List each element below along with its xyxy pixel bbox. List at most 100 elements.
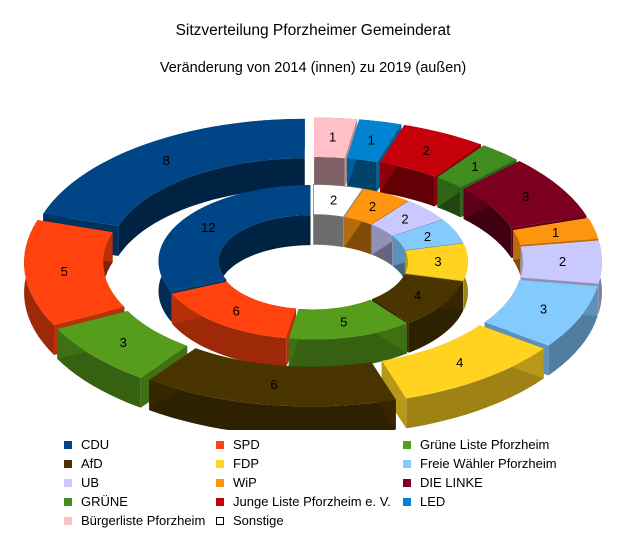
slice-2014-sonstige-top (313, 184, 364, 218)
legend-item-ub: UB (64, 475, 99, 490)
slice-2014-cdu-inner-wall (218, 215, 311, 310)
legend-label-cdu: CDU (81, 437, 110, 452)
slice-2014-spd-outer-wall (171, 293, 287, 369)
legend-label-junge-liste-pforzheim-e-v: Junge Liste Pforzheim e. V. (233, 494, 391, 509)
slice-2019-afd-outer-wall (149, 380, 396, 430)
slice-2019-cdu-top (43, 118, 305, 227)
slice-2014-ub-top (371, 201, 443, 236)
slice-2019-freie-wähler-pforzheim-value-label: 3 (540, 302, 547, 317)
legend-swatch-wip (216, 478, 224, 487)
legend-label-bürgerliste-pforzheim: Bürgerliste Pforzheim (81, 513, 206, 528)
slice-2019-wip-value-label: 1 (552, 225, 559, 240)
legend-swatch-afd (64, 459, 72, 468)
slice-2014-sonstige-inner-wall (313, 214, 344, 248)
legend-label-grüne: GRÜNE (81, 494, 128, 509)
chart-subtitle: Veränderung von 2014 (innen) zu 2019 (au… (159, 60, 467, 76)
slice-2019-bürgerliste-pforzheim-value-label: 1 (329, 130, 336, 145)
slice-2019-freie-wähler-pforzheim-outer-wall (548, 286, 598, 376)
slice-2019-freie-wähler-pforzheim-top (484, 280, 598, 346)
slice-2014-wip-value-label: 2 (369, 199, 376, 214)
legend-item-cdu: CDU (64, 437, 109, 452)
slice-2019-led-top (346, 119, 402, 162)
legend-label-die-linke: DIE LINKE (420, 475, 483, 490)
slice-2019-afd-top (149, 348, 396, 407)
slice-2019-fdp: 4 (381, 325, 544, 429)
legend-item-grüne: GRÜNE (64, 494, 128, 509)
slice-2014-freie-wähler-pforzheim-value-label: 2 (424, 229, 431, 244)
legend-label-wip: WiP (233, 475, 257, 490)
slice-2019-grüne-liste-pforzheim-value-label: 3 (120, 335, 127, 350)
legend-swatch-spd (216, 440, 224, 449)
slice-2014-grüne-liste-pforzheim: 5 (288, 299, 408, 370)
slice-2014-spd-value-label: 6 (233, 303, 240, 318)
legend-label-led: LED (420, 494, 446, 509)
legend-label-spd: SPD (233, 437, 260, 452)
slice-2014-ub-value-label: 2 (401, 212, 408, 227)
slice-2019-cdu-value-label: 8 (163, 153, 170, 168)
slice-2014-afd-top (372, 274, 463, 323)
legend-item-afd: AfD (64, 456, 103, 471)
slice-2019-spd-value-label: 5 (61, 264, 68, 279)
legend-label-fdp: FDP (233, 456, 259, 471)
slice-2019-grüne-liste-pforzheim: 3 (57, 311, 188, 408)
slice-2019-afd-value-label: 6 (270, 377, 277, 392)
legend-item-junge-liste-pforzheim-e-v: Junge Liste Pforzheim e. V. (216, 494, 391, 509)
legend-label-ub: UB (81, 475, 100, 490)
legend-item-sonstige: Sonstige (216, 513, 284, 528)
slice-2014-wip-top (344, 188, 408, 225)
legend-label-sonstige: Sonstige (233, 513, 284, 528)
legend-item-wip: WiP (216, 475, 257, 490)
legend-swatch-grüne (64, 497, 72, 506)
slice-2019-grüne-liste-pforzheim-top (57, 311, 188, 378)
legend-swatch-bürgerliste-pforzheim (64, 516, 72, 525)
slice-2019-grüne-value-label: 1 (471, 159, 478, 174)
legend-swatch-sonstige (216, 516, 224, 525)
chart-title: Sitzverteilung Pforzheimer Gemeinderat (175, 22, 451, 39)
legend-swatch-fdp (216, 459, 224, 468)
slice-2019-fdp-cap-1 (381, 360, 407, 429)
slice-2019-led-value-label: 1 (368, 133, 375, 148)
slice-2019-fdp-value-label: 4 (456, 355, 463, 370)
legend-swatch-freie-wähler-pforzheim (403, 459, 411, 468)
slice-2019-fdp-outer-wall (406, 348, 544, 429)
slice-2019-spd-top (24, 220, 125, 325)
slice-2019-bürgerliste-pforzheim: 1 (314, 117, 358, 189)
legend-swatch-die-linke (403, 478, 411, 487)
legend-item-grüne-liste-pforzheim: Grüne Liste Pforzheim (403, 437, 549, 452)
slice-2019-led-inner-wall (346, 158, 377, 192)
slice-2019-fdp-top (381, 325, 544, 399)
slice-2014-fdp-value-label: 3 (434, 254, 441, 269)
slice-2019-spd: 5 (24, 220, 125, 355)
legend-swatch-cdu (64, 440, 72, 449)
slice-2019-bürgerliste-pforzheim-top (314, 117, 358, 159)
slice-2019-bürgerliste-pforzheim-inner-wall (314, 157, 345, 189)
legend-item-spd: SPD (216, 437, 260, 452)
slice-2019-cdu-inner-wall (118, 158, 305, 257)
slice-2019-junge-liste-pforzheim-e-v-value-label: 2 (423, 143, 430, 158)
legend-label-afd: AfD (81, 456, 103, 471)
slice-2019-junge-liste-pforzheim-e-v-top (379, 124, 481, 177)
legend-item-die-linke: DIE LINKE (403, 475, 483, 490)
slice-2019-die-linke-value-label: 3 (522, 189, 529, 204)
legend-item-fdp: FDP (216, 456, 259, 471)
legend-swatch-led (403, 497, 411, 506)
legend-item-led: LED (403, 494, 445, 509)
slice-2014-cdu-value-label: 12 (201, 220, 215, 235)
slice-2019-wip-top (513, 217, 599, 246)
slice-2019-junge-liste-pforzheim-e-v-inner-wall (379, 162, 435, 207)
slice-2014-spd-top (171, 281, 297, 339)
slice-2014-sonstige-value-label: 2 (330, 192, 337, 207)
slice-2019-ub-value-label: 2 (559, 254, 566, 269)
legend-swatch-grüne-liste-pforzheim (403, 440, 411, 449)
slice-2014-cdu-top (158, 185, 311, 292)
slice-2014-freie-wähler-pforzheim-top (392, 219, 464, 251)
slice-2019-afd: 6 (149, 348, 396, 430)
slice-2014-grüne-liste-pforzheim-value-label: 5 (340, 315, 347, 330)
legend-swatch-ub (64, 478, 72, 487)
legend-swatch-junge-liste-pforzheim-e-v (216, 497, 224, 506)
slice-2014-afd-value-label: 4 (414, 288, 421, 303)
slice-2014-grüne-liste-pforzheim-outer-wall (288, 323, 408, 370)
slice-2014-fdp-top (405, 243, 468, 281)
slice-2019-ub-top (520, 240, 602, 284)
